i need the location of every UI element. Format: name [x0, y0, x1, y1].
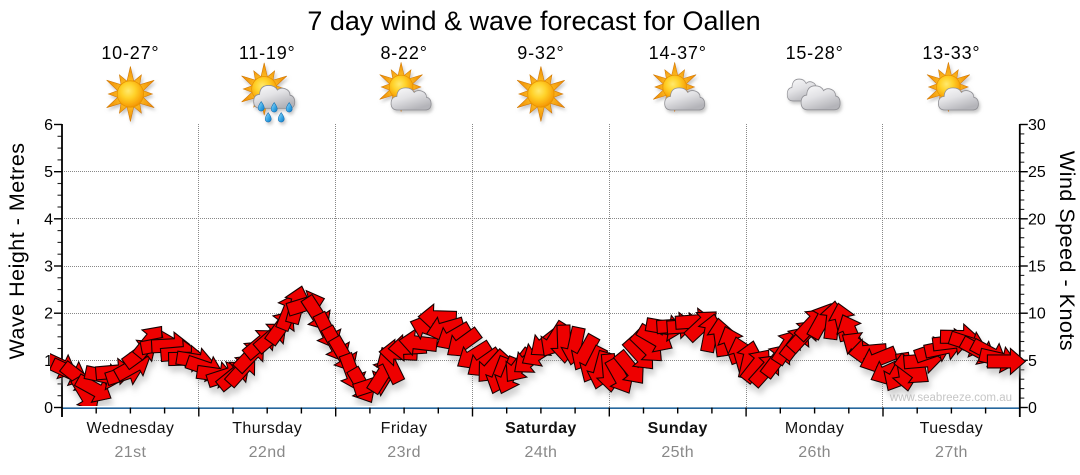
svg-text:24th: 24th [525, 444, 558, 461]
svg-text:27th: 27th [935, 444, 968, 461]
svg-text:2: 2 [44, 306, 53, 323]
svg-text:1: 1 [44, 353, 53, 370]
svg-text:www.seabreeze.com.au: www.seabreeze.com.au [889, 392, 1012, 404]
svg-text:15-28°: 15-28° [786, 43, 844, 63]
svg-text:25th: 25th [661, 444, 694, 461]
svg-text:Thursday: Thursday [232, 420, 302, 437]
svg-text:Wind Speed - Knots: Wind Speed - Knots [1055, 151, 1079, 351]
svg-text:Wednesday: Wednesday [86, 420, 174, 437]
svg-text:13-33°: 13-33° [922, 43, 980, 63]
svg-text:Sunday: Sunday [648, 420, 708, 437]
svg-text:3: 3 [44, 259, 53, 276]
svg-text:Tuesday: Tuesday [920, 420, 984, 437]
svg-text:14-37°: 14-37° [649, 43, 707, 63]
svg-text:5: 5 [44, 164, 53, 181]
svg-text:25: 25 [1028, 164, 1046, 181]
svg-text:11-19°: 11-19° [239, 43, 296, 63]
svg-text:10-27°: 10-27° [101, 43, 159, 63]
svg-text:9-32°: 9-32° [517, 43, 564, 63]
svg-text:4: 4 [44, 211, 53, 228]
svg-text:22nd: 22nd [249, 444, 286, 461]
svg-text:10: 10 [1028, 306, 1046, 323]
svg-text:30: 30 [1028, 117, 1046, 134]
svg-text:15: 15 [1028, 259, 1046, 276]
svg-text:26th: 26th [798, 444, 831, 461]
svg-text:8-22°: 8-22° [380, 43, 427, 63]
svg-text:Wave Height - Metres: Wave Height - Metres [5, 142, 29, 359]
svg-text:21st: 21st [114, 444, 146, 461]
svg-text:20: 20 [1028, 211, 1046, 228]
svg-text:Monday: Monday [785, 420, 844, 437]
svg-text:0: 0 [44, 400, 53, 417]
svg-text:Saturday: Saturday [505, 420, 577, 437]
svg-text:0: 0 [1028, 400, 1037, 417]
svg-text:7 day wind & wave forecast for: 7 day wind & wave forecast for Oallen [307, 6, 760, 36]
svg-text:6: 6 [44, 117, 53, 134]
svg-text:5: 5 [1028, 353, 1037, 370]
svg-text:23rd: 23rd [387, 444, 421, 461]
svg-text:Friday: Friday [381, 420, 428, 437]
